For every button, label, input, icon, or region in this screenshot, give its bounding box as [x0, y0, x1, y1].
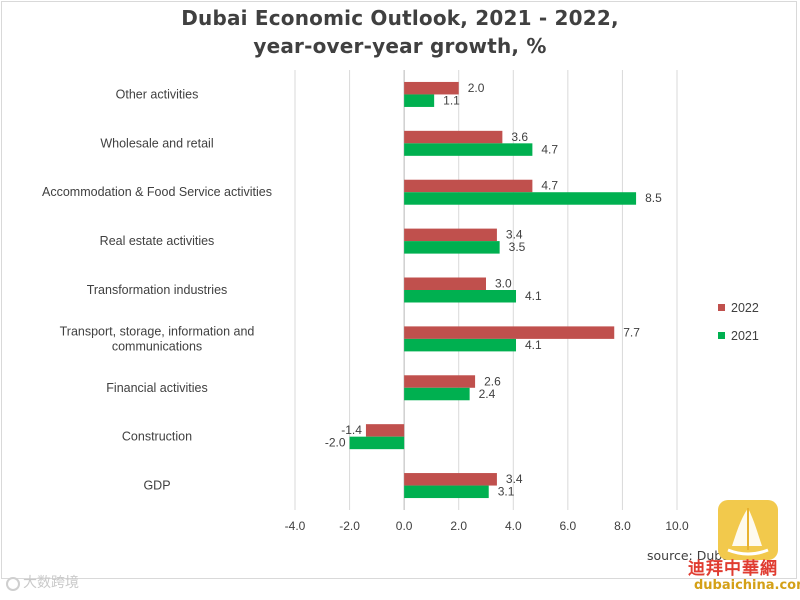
- data-label-2022-8: 3.4: [506, 472, 523, 486]
- bar-2022-1: [404, 130, 503, 144]
- bar-2021-6: [404, 387, 470, 401]
- bar-2021-8: [404, 485, 489, 499]
- bar-2021-5: [404, 338, 517, 352]
- x-tick-label-0: -4.0: [285, 519, 306, 533]
- data-label-2021-4: 4.1: [525, 289, 542, 303]
- data-label-2021-7: -2.0: [325, 436, 346, 450]
- category-label-5-1: communications: [112, 339, 202, 353]
- watermark-left-text: 大数跨境: [23, 575, 79, 591]
- category-label-8: GDP: [143, 479, 170, 493]
- x-tick-label-7: 10.0: [665, 519, 689, 533]
- bar-2022-2: [404, 179, 533, 193]
- category-label-4: Transformation industries: [87, 283, 228, 297]
- data-label-2022-1: 3.6: [511, 130, 528, 144]
- site-logo: [718, 500, 778, 560]
- logo-url: dubaichina.com: [694, 578, 800, 593]
- watermark-ring-icon: [6, 577, 20, 591]
- data-label-2022-2: 4.7: [541, 179, 558, 193]
- bar-2021-7: [349, 436, 405, 450]
- bar-2021-1: [404, 143, 533, 156]
- data-label-2021-3: 3.5: [509, 240, 526, 254]
- legend-swatch-2021: [718, 332, 725, 339]
- x-tick-label-2: 0.0: [396, 519, 413, 533]
- legend-label-2022: 2022: [731, 301, 759, 315]
- bar-2021-2: [404, 192, 637, 205]
- category-label-1: Wholesale and retail: [100, 136, 213, 150]
- bar-2022-3: [404, 228, 497, 242]
- bar-2022-7: [365, 424, 405, 437]
- bar-2022-6: [404, 375, 476, 388]
- legend-swatch-2022: [718, 304, 725, 311]
- chart-title-line-2: year-over-year growth, %: [253, 34, 547, 58]
- chart-title-line-1: Dubai Economic Outlook, 2021 - 2022,: [181, 6, 619, 30]
- watermark-left: 大数跨境: [6, 572, 79, 592]
- category-label-2: Accommodation & Food Service activities: [42, 185, 272, 199]
- data-label-2022-3: 3.4: [506, 228, 523, 242]
- chart-frame: [1, 1, 797, 579]
- x-tick-label-3: 2.0: [450, 519, 467, 533]
- bar-2021-0: [404, 94, 435, 107]
- x-tick-label-4: 4.0: [505, 519, 522, 533]
- logo-chinese-name: 迪拜中華網: [688, 559, 778, 579]
- data-label-2022-7: -1.4: [341, 423, 362, 437]
- data-label-2022-0: 2.0: [468, 81, 485, 95]
- bar-2022-4: [404, 277, 486, 290]
- data-label-2021-5: 4.1: [525, 338, 542, 352]
- sailboat-icon: [727, 508, 769, 556]
- bar-2022-8: [404, 473, 497, 486]
- x-tick-label-6: 8.0: [614, 519, 631, 533]
- bar-2022-5: [404, 326, 615, 339]
- data-label-2022-5: 7.7: [623, 325, 640, 339]
- data-label-2022-4: 3.0: [495, 277, 512, 291]
- category-label-3: Real estate activities: [100, 234, 215, 248]
- bar-2021-4: [404, 290, 517, 303]
- x-tick-label-5: 6.0: [560, 519, 577, 533]
- category-label-0: Other activities: [116, 87, 199, 101]
- category-label-6: Financial activities: [106, 381, 207, 395]
- data-label-2021-2: 8.5: [645, 191, 662, 205]
- category-label-7: Construction: [122, 430, 192, 444]
- data-label-2021-6: 2.4: [479, 387, 496, 401]
- bar-2022-0: [404, 81, 459, 95]
- data-label-2021-0: 1.1: [443, 93, 460, 107]
- legend-label-2021: 2021: [731, 329, 759, 343]
- data-label-2021-8: 3.1: [498, 485, 515, 499]
- x-tick-label-1: -2.0: [339, 519, 360, 533]
- data-label-2022-6: 2.6: [484, 374, 501, 388]
- bar-2021-3: [404, 241, 500, 254]
- category-label-5-0: Transport, storage, information and: [60, 324, 255, 338]
- data-label-2021-1: 4.7: [541, 142, 558, 156]
